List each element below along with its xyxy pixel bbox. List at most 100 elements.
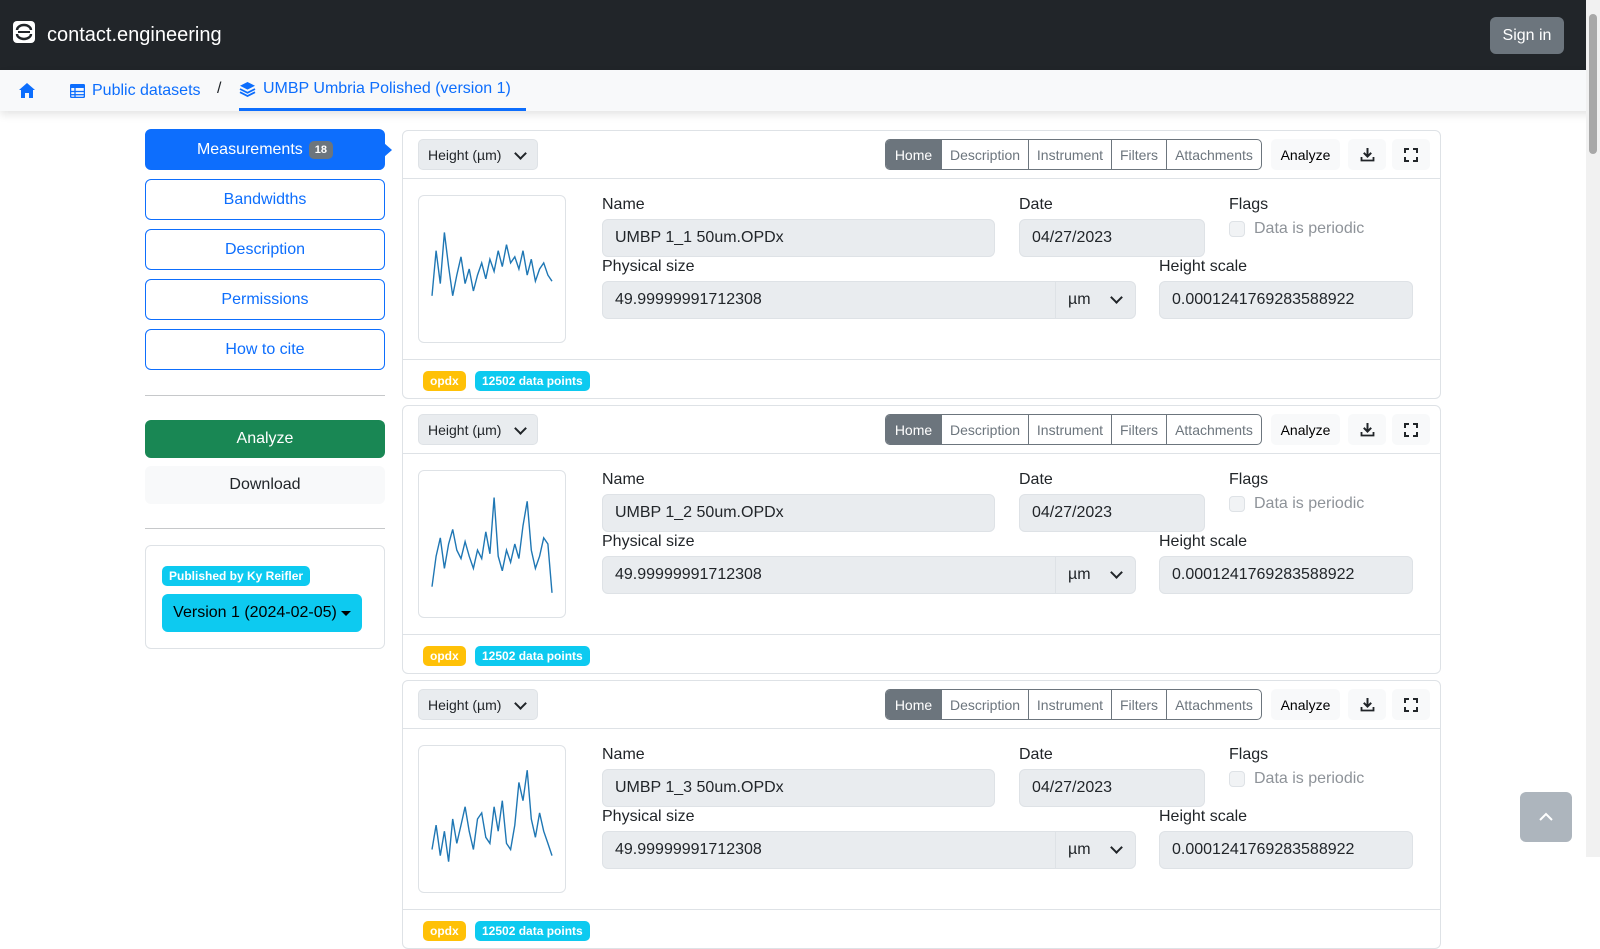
brand-link[interactable]: contact.engineering xyxy=(12,21,222,47)
measurement-card: Height (µm) Home Description Instrument … xyxy=(402,405,1441,674)
card-analyze-button[interactable]: Analyze xyxy=(1271,689,1340,720)
chevron-down-icon xyxy=(1110,566,1123,579)
profile-line xyxy=(431,232,553,296)
height-scale-field[interactable]: 0.0001241769283588922 xyxy=(1159,831,1413,869)
scrollbar-thumb[interactable] xyxy=(1589,14,1597,154)
download-icon-button[interactable] xyxy=(1348,689,1386,720)
date-label: Date xyxy=(1019,471,1053,488)
date-field[interactable]: 04/27/2023 xyxy=(1019,769,1205,807)
chevron-up-icon xyxy=(1539,812,1553,821)
unit-value: µm xyxy=(1068,291,1091,308)
flags-label: Flags xyxy=(1229,196,1269,213)
caret-down-icon xyxy=(340,610,351,616)
profile-thumbnail[interactable] xyxy=(418,195,566,343)
profile-line xyxy=(431,497,553,593)
download-icon-button[interactable] xyxy=(1348,139,1386,170)
card-header: Height (µm) Home Description Instrument … xyxy=(403,406,1440,454)
physical-size-field[interactable]: 49.99999991712308 µm xyxy=(602,831,1136,869)
fullscreen-icon-button[interactable] xyxy=(1392,689,1430,720)
sidebar-item-description[interactable]: Description xyxy=(145,229,385,270)
format-badge: opdx xyxy=(423,921,466,941)
card-header: Height (µm) Home Description Instrument … xyxy=(403,131,1440,179)
physical-size-value: 49.99999991712308 xyxy=(615,566,762,583)
card-tabs: Home Description Instrument Filters Atta… xyxy=(885,139,1262,170)
sidebar-item-permissions[interactable]: Permissions xyxy=(145,279,385,320)
tab-attachments[interactable]: Attachments xyxy=(1166,690,1261,719)
tab-description[interactable]: Description xyxy=(941,690,1028,719)
unit-select[interactable]: µm xyxy=(1055,556,1135,594)
tab-instrument[interactable]: Instrument xyxy=(1028,140,1111,169)
page-scrollbar[interactable] xyxy=(1586,0,1600,857)
version-dropdown[interactable]: Version 1 (2024-02-05) xyxy=(162,594,362,632)
date-label: Date xyxy=(1019,196,1053,213)
version-label: Version 1 (2024-02-05) xyxy=(173,604,337,621)
tab-instrument[interactable]: Instrument xyxy=(1028,415,1111,444)
name-field[interactable]: UMBP 1_3 50um.OPDx xyxy=(602,769,995,807)
measurement-count-badge: 18 xyxy=(308,140,334,159)
measurement-card: Height (µm) Home Description Instrument … xyxy=(402,680,1441,949)
breadcrumb-public-datasets[interactable]: Public datasets xyxy=(70,70,201,111)
date-field[interactable]: 04/27/2023 xyxy=(1019,494,1205,532)
periodic-checkbox[interactable] xyxy=(1229,496,1245,512)
tab-filters[interactable]: Filters xyxy=(1111,690,1166,719)
physical-size-field[interactable]: 49.99999991712308 µm xyxy=(602,556,1136,594)
breadcrumb-label: Public datasets xyxy=(92,81,201,99)
profile-thumbnail[interactable] xyxy=(418,745,566,893)
height-scale-field[interactable]: 0.0001241769283588922 xyxy=(1159,556,1413,594)
home-icon xyxy=(19,83,35,98)
sidebar-item-bandwidths[interactable]: Bandwidths xyxy=(145,179,385,220)
physical-size-value: 49.99999991712308 xyxy=(615,841,762,858)
divider xyxy=(145,528,385,529)
sidebar-item-how-to-cite[interactable]: How to cite xyxy=(145,329,385,370)
name-field[interactable]: UMBP 1_2 50um.OPDx xyxy=(602,494,995,532)
tab-home[interactable]: Home xyxy=(886,415,941,444)
tab-instrument[interactable]: Instrument xyxy=(1028,690,1111,719)
format-badge: opdx xyxy=(423,371,466,391)
tab-description[interactable]: Description xyxy=(941,415,1028,444)
chevron-down-icon xyxy=(1110,841,1123,854)
name-label: Name xyxy=(602,196,645,213)
tab-filters[interactable]: Filters xyxy=(1111,415,1166,444)
analyze-button[interactable]: Analyze xyxy=(145,420,385,458)
sign-in-button[interactable]: Sign in xyxy=(1490,17,1564,54)
channel-select[interactable]: Height (µm) xyxy=(418,689,538,720)
tab-home[interactable]: Home xyxy=(886,690,941,719)
tab-attachments[interactable]: Attachments xyxy=(1166,140,1261,169)
scroll-to-top-button[interactable] xyxy=(1520,792,1572,842)
name-field[interactable]: UMBP 1_1 50um.OPDx xyxy=(602,219,995,257)
breadcrumb-separator: / xyxy=(217,80,222,97)
channel-label: Height (µm) xyxy=(428,696,502,713)
download-icon xyxy=(1360,423,1374,437)
name-label: Name xyxy=(602,746,645,763)
tab-attachments[interactable]: Attachments xyxy=(1166,415,1261,444)
date-field[interactable]: 04/27/2023 xyxy=(1019,219,1205,257)
unit-select[interactable]: µm xyxy=(1055,831,1135,869)
channel-select[interactable]: Height (µm) xyxy=(418,139,538,170)
periodic-checkbox[interactable] xyxy=(1229,771,1245,787)
fullscreen-icon-button[interactable] xyxy=(1392,139,1430,170)
card-analyze-button[interactable]: Analyze xyxy=(1271,414,1340,445)
card-analyze-button[interactable]: Analyze xyxy=(1271,139,1340,170)
fullscreen-icon xyxy=(1404,697,1418,712)
layers-icon xyxy=(239,82,256,97)
tab-filters[interactable]: Filters xyxy=(1111,140,1166,169)
breadcrumb: Public datasets / UMBP Umbria Polished (… xyxy=(0,70,1600,111)
logo-icon xyxy=(13,21,35,43)
divider xyxy=(145,395,385,396)
fullscreen-icon-button[interactable] xyxy=(1392,414,1430,445)
unit-select[interactable]: µm xyxy=(1055,281,1135,319)
tab-home[interactable]: Home xyxy=(886,140,941,169)
channel-select[interactable]: Height (µm) xyxy=(418,414,538,445)
sidebar-item-measurements[interactable]: Measurements 18 xyxy=(145,129,392,170)
periodic-checkbox[interactable] xyxy=(1229,221,1245,237)
breadcrumb-home[interactable] xyxy=(18,70,43,111)
height-scale-field[interactable]: 0.0001241769283588922 xyxy=(1159,281,1413,319)
download-icon-button[interactable] xyxy=(1348,414,1386,445)
physical-size-field[interactable]: 49.99999991712308 µm xyxy=(602,281,1136,319)
tab-description[interactable]: Description xyxy=(941,140,1028,169)
brand-name: contact.engineering xyxy=(47,23,222,46)
download-button[interactable]: Download xyxy=(145,466,385,504)
profile-thumbnail[interactable] xyxy=(418,470,566,618)
card-footer: opdx 12502 data points xyxy=(403,359,1440,399)
breadcrumb-dataset[interactable]: UMBP Umbria Polished (version 1) xyxy=(239,70,526,111)
